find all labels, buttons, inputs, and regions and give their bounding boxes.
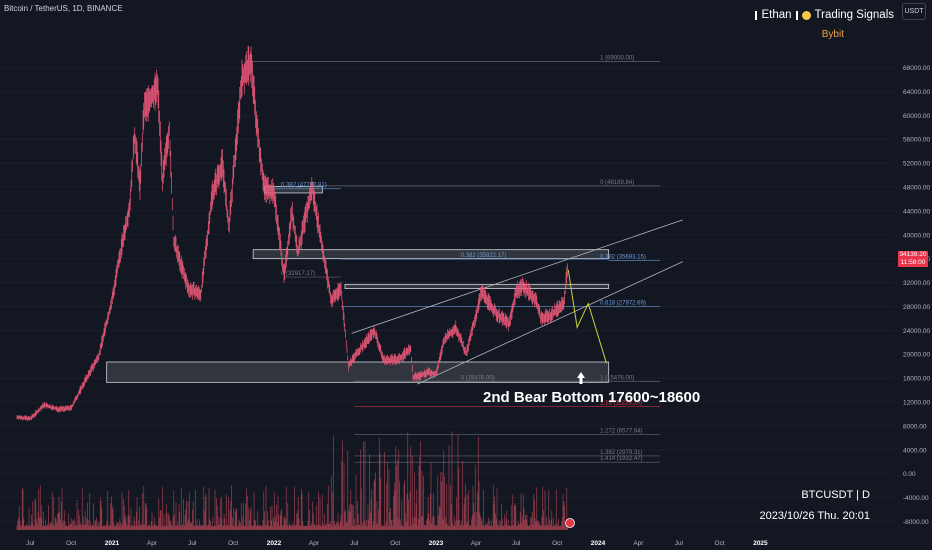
time-tick-label: Apr (147, 540, 158, 547)
price-tick-label: 24000.00 (903, 328, 930, 335)
price-zone (106, 361, 610, 383)
countdown-value: 11:58:00 (900, 259, 926, 266)
price-axis: 68000.00 64000.00 60000.00 56000.00 52000.00… (903, 65, 930, 526)
price-tick-label: 20000.00 (903, 352, 930, 359)
symbol-title: Bitcoin / TetherUS, 1D, BINANCE (4, 4, 123, 13)
chart-grid (0, 67, 895, 522)
time-tick-label: 2025 (753, 540, 768, 547)
price-tick-label: 40000.00 (903, 232, 930, 239)
price-zone (344, 283, 610, 289)
price-tick-label: 28000.00 (903, 304, 930, 311)
price-tick-label: -8000.00 (903, 519, 929, 526)
arrow-up-icon (577, 372, 585, 384)
exchange-label: Bybit (821, 29, 844, 40)
time-tick-label: 2024 (591, 540, 606, 547)
flag-icon (565, 518, 575, 528)
time-tick-label: Oct (715, 540, 725, 547)
time-tick-label: Jul (350, 540, 359, 547)
fib-label: 1.414 (1932.47) (600, 456, 642, 462)
time-tick-label: Apr (309, 540, 320, 547)
time-tick-label: Oct (228, 540, 238, 547)
price-tick-label: 4000.00 (903, 447, 927, 454)
time-tick-label: Oct (552, 540, 562, 547)
date-label: 2023/10/26 Thu. 20:01 (759, 510, 870, 522)
fib-label: 0.382 (35922.17) (461, 253, 507, 259)
coin-icon (801, 10, 811, 20)
annotation-text: 2nd Bear Bottom 17600~18600 (483, 389, 701, 406)
price-tick-label: 68000.00 (903, 65, 930, 72)
volume-bars (16, 431, 568, 530)
fib-label: 1.382 (2979.31) (600, 450, 642, 456)
time-tick-label: Apr (471, 540, 482, 547)
fib-label: 0.382 (35693.15) (600, 254, 646, 260)
time-tick-label: Apr (633, 540, 644, 547)
price-tick-label: 52000.00 (903, 161, 930, 168)
pair-label: BTCUSDT | D (801, 489, 870, 501)
time-tick-label: Jul (26, 540, 35, 547)
currency-button[interactable]: USDT (902, 3, 926, 20)
fib-label: 0.382 (47702.81) (281, 183, 327, 189)
time-tick-label: 2021 (105, 540, 120, 547)
time-axis: Jul Oct 2021 Apr Jul Oct 2022 Apr Jul Oct 2023 Apr J… (26, 540, 768, 547)
time-tick-label: Jul (675, 540, 684, 547)
price-tick-label: 32000.00 (903, 280, 930, 287)
price-tick-label: 56000.00 (903, 137, 930, 144)
fibonacci-levels: 1 (69000.00) 0 (48189.84) 0.382 (47702.81)… (250, 56, 661, 463)
price-tick-label: 12000.00 (903, 400, 930, 407)
projection-line (567, 269, 607, 364)
price-tick-label: 60000.00 (903, 113, 930, 120)
time-tick-label: Oct (390, 540, 400, 547)
last-price-tag: 34139.20 11:58:00 (898, 251, 928, 267)
fib-label: 0 (15476.00) (461, 375, 495, 381)
time-tick-label: Jul (188, 540, 197, 547)
bar-mark-icon (795, 10, 798, 20)
fib-label: 1.13 (11223.20) (600, 401, 642, 407)
time-tick-label: Oct (66, 540, 76, 547)
price-tick-label: 48000.00 (903, 184, 930, 191)
last-price-value: 34139.20 (899, 251, 927, 258)
bar-mark-icon (755, 10, 758, 20)
fib-label: 1.272 (6577.84) (600, 428, 642, 434)
channel-line (351, 219, 683, 334)
brand-name: Ethan (761, 9, 792, 21)
price-tick-label: -4000.00 (903, 495, 929, 502)
fib-label: 0 (48189.84) (600, 180, 634, 186)
price-tick-label: 64000.00 (903, 89, 930, 96)
flag-circle (565, 518, 575, 528)
time-tick-label: Jul (512, 540, 521, 547)
fib-label: 0 (32917.17) (281, 271, 315, 277)
fib-label: 1 (69000.00) (600, 56, 634, 62)
price-candles (16, 46, 568, 422)
time-tick-label: 2022 (267, 540, 282, 547)
price-tick-label: 16000.00 (903, 376, 930, 383)
fib-label: 1 (15476.00) (600, 375, 634, 381)
brand-label: Ethan Trading Signals (755, 9, 894, 21)
time-tick-label: 2023 (429, 540, 444, 547)
fib-label: 0.618 (27972.69) (600, 301, 646, 307)
price-zone (252, 249, 610, 260)
price-tick-label: 44000.00 (903, 208, 930, 215)
brand-suffix: Trading Signals (814, 9, 894, 21)
price-tick-label: 8000.00 (903, 423, 927, 430)
support-resistance-zones (106, 185, 610, 383)
projection-path (567, 269, 607, 364)
price-tick-label: 0.00 (903, 471, 916, 478)
